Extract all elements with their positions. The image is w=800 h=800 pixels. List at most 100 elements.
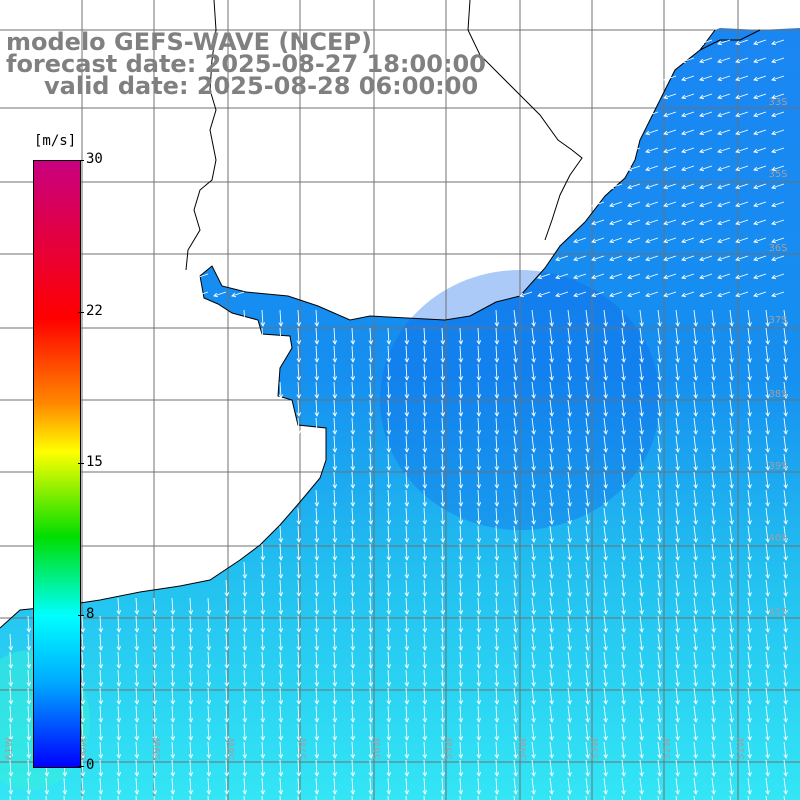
wind-arrow-head — [657, 754, 662, 759]
wind-arrow — [243, 615, 246, 633]
wind-arrow — [783, 399, 787, 417]
wind-arrow — [609, 291, 623, 297]
wind-arrow — [531, 417, 535, 435]
wind-arrow — [717, 57, 731, 63]
wind-arrow — [549, 417, 553, 435]
wind-arrow-head — [206, 718, 212, 723]
wind-arrow — [315, 723, 318, 741]
wind-arrow-head — [627, 166, 633, 172]
wind-arrow-head — [98, 718, 104, 723]
wind-arrow-head — [711, 448, 716, 453]
wind-arrow-head — [476, 448, 482, 453]
wind-arrow — [99, 705, 102, 723]
wind-arrow — [495, 579, 498, 597]
wind-arrow — [351, 561, 354, 579]
wind-arrow — [387, 777, 390, 795]
wind-arrow-head — [494, 592, 500, 597]
wind-arrow-head — [332, 772, 338, 777]
wind-arrow-head — [531, 628, 536, 633]
wind-arrow — [603, 651, 607, 669]
wind-arrow-head — [663, 76, 669, 82]
wind-arrow-head — [639, 718, 644, 723]
wind-arrow-head — [675, 790, 680, 795]
wind-arrow-head — [693, 574, 698, 579]
wind-arrow — [765, 543, 769, 561]
wind-arrow-head — [98, 646, 104, 651]
wind-arrow — [243, 651, 246, 669]
wind-arrow-head — [8, 754, 14, 759]
wind-arrow — [711, 633, 715, 651]
wind-arrow-head — [675, 322, 680, 327]
wind-arrow-head — [657, 358, 662, 363]
wind-arrow-head — [116, 682, 122, 687]
wind-arrow — [783, 633, 787, 651]
wind-arrow — [675, 795, 677, 800]
wind-arrow-head — [188, 700, 194, 705]
wind-arrow — [171, 633, 174, 651]
wind-arrow — [441, 651, 444, 669]
wind-arrow — [459, 489, 462, 507]
wind-arrow — [351, 453, 354, 471]
wind-arrow — [693, 777, 697, 795]
wind-arrow-head — [476, 646, 482, 651]
wind-arrow-head — [549, 682, 554, 687]
wind-arrow — [459, 579, 462, 597]
wind-arrow-head — [663, 94, 669, 100]
wind-arrow-head — [494, 664, 500, 669]
wind-arrow-head — [729, 394, 734, 399]
wind-arrow — [441, 615, 444, 633]
wind-arrow — [243, 795, 245, 800]
wind-arrow-head — [753, 130, 759, 136]
wind-arrow-head — [621, 646, 626, 651]
wind-arrow — [189, 741, 192, 759]
wind-arrow-head — [747, 592, 752, 597]
wind-arrow-head — [585, 754, 590, 759]
wind-arrow-head — [621, 772, 626, 777]
wind-arrow-head — [585, 484, 590, 489]
wind-arrow — [549, 525, 553, 543]
wind-arrow — [729, 687, 733, 705]
wind-arrow-head — [476, 484, 482, 489]
wind-arrow — [333, 525, 336, 543]
wind-arrow — [477, 345, 480, 363]
wind-arrow-head — [98, 700, 104, 705]
wind-arrow-head — [494, 376, 500, 381]
wind-arrow — [189, 651, 192, 669]
wind-arrow-head — [729, 538, 734, 543]
wind-arrow-head — [242, 628, 248, 633]
wind-arrow-head — [476, 340, 482, 345]
wind-arrow — [603, 489, 607, 507]
wind-arrow-head — [567, 412, 572, 417]
wind-arrow-head — [729, 754, 734, 759]
wind-arrow — [531, 759, 535, 777]
wind-arrow — [603, 471, 607, 489]
wind-arrow-head — [735, 292, 741, 298]
wind-arrow-head — [657, 520, 662, 525]
wind-arrow — [135, 777, 138, 795]
wind-arrow-head — [621, 376, 626, 381]
wind-arrow — [627, 273, 641, 279]
wind-arrow — [279, 651, 282, 669]
wind-arrow-head — [699, 220, 705, 226]
wind-arrow — [549, 597, 553, 615]
wind-arrow-head — [531, 646, 536, 651]
wind-arrow-head — [458, 646, 464, 651]
wind-arrow — [549, 489, 553, 507]
wind-arrow — [675, 759, 679, 777]
wind-arrow — [81, 651, 84, 669]
wind-arrow — [261, 327, 264, 345]
wind-arrow — [603, 363, 607, 381]
wind-arrow-head — [639, 502, 644, 507]
wind-arrow-head — [567, 574, 572, 579]
wind-arrow — [207, 669, 210, 687]
wind-arrow — [279, 381, 282, 399]
wind-arrow-head — [531, 466, 536, 471]
wind-arrow — [621, 507, 625, 525]
wind-arrow — [387, 687, 390, 705]
wind-arrow — [747, 345, 751, 363]
wind-arrow — [243, 561, 246, 579]
wind-arrow — [753, 57, 767, 63]
wind-arrow — [297, 309, 300, 327]
wind-arrow — [729, 471, 733, 489]
wind-arrow — [621, 525, 625, 543]
